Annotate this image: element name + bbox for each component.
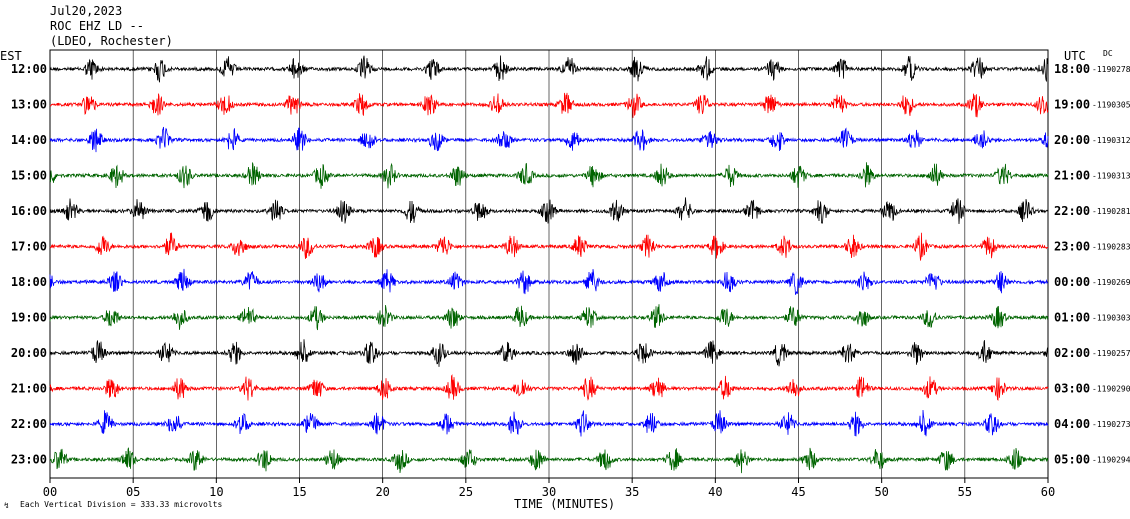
trace-1500 [49,162,1049,189]
header-station: ROC EHZ LD -- [50,19,144,33]
x-tick-label: 40 [708,485,722,499]
utc-hour-label: 05:00 [1054,453,1090,467]
utc-hour-label: 02:00 [1054,346,1090,360]
utc-hour-label: 00:00 [1054,275,1090,289]
est-hour-label: 22:00 [11,417,47,431]
dc-offset-value: -1190278 [1092,65,1130,74]
dc-offset-value: -1190273 [1092,420,1130,429]
est-axis-label: EST [0,49,22,63]
trace-1700 [49,232,1049,261]
x-tick-label: 45 [791,485,805,499]
est-hour-label: 12:00 [11,62,47,76]
trace-1400 [49,126,1049,153]
utc-hour-label: 18:00 [1054,62,1090,76]
utc-axis-label: UTC [1064,49,1086,63]
x-tick-label: 10 [209,485,223,499]
trace-2100 [49,374,1049,401]
dc-offset-value: -1190305 [1092,101,1130,110]
scale-note: Each Vertical Division = 333.33 microvol… [20,500,222,509]
est-hour-labels: 12:00 13:00 14:00 15:00 16:00 17:00 18:00 19:00… [11,62,47,467]
utc-hour-label: 21:00 [1054,169,1090,183]
utc-hour-label: 01:00 [1054,311,1090,325]
trace-1600 [49,197,1049,225]
dc-offset-value: -1190281 [1092,207,1130,216]
dc-offset-value: -1190257 [1092,349,1130,358]
trace-1300 [49,92,1049,118]
dc-offset-value: -1190303 [1092,314,1130,323]
grid-lines [132,50,966,478]
trace-1900 [49,304,1049,331]
trace-1800 [49,268,1049,295]
est-hour-label: 15:00 [11,169,47,183]
utc-hour-label: 03:00 [1054,382,1090,396]
utc-hour-label: 20:00 [1054,133,1090,147]
est-hour-label: 18:00 [11,275,47,289]
est-hour-label: 21:00 [11,382,47,396]
dc-offset-value: -1190290 [1092,385,1130,394]
x-tick-label: 25 [459,485,473,499]
x-tick-label: 05 [126,485,140,499]
dc-offset-value: -1190269 [1092,278,1130,287]
utc-hour-labels: 18:00 19:00 20:00 21:00 22:00 23:00 00:00 01:00… [1054,62,1090,467]
x-tick-label: 55 [958,485,972,499]
seismic-traces [49,55,1049,474]
est-hour-label: 20:00 [11,346,47,360]
x-tick-label: 00 [43,485,57,499]
x-axis-title: TIME (MINUTES) [514,497,615,511]
utc-hour-label: 04:00 [1054,417,1090,431]
dc-offset-value: -1190294 [1092,456,1130,465]
x-tick-label: 35 [625,485,639,499]
x-tick-label: 30 [542,485,556,499]
x-tick-labels: 00 05 10 15 20 25 30 35 40 45 50 55 60 [43,478,1055,499]
est-hour-label: 13:00 [11,98,47,112]
trace-1200 [49,55,1049,83]
trace-2300 [49,447,1049,474]
est-hour-label: 16:00 [11,204,47,218]
dc-offset-value: -1190283 [1092,243,1130,252]
x-tick-label: 50 [874,485,888,499]
dc-offset-value: -1190312 [1092,136,1130,145]
est-hour-label: 23:00 [11,453,47,467]
dc-offset-values: -1190278 -1190305 -1190312 -1190313 -1190281… [1092,65,1130,465]
x-tick-label: 15 [292,485,306,499]
header-date: Jul20,2023 [50,4,122,18]
x-tick-label: 60 [1041,485,1055,499]
trace-2200 [49,409,1049,437]
utc-hour-label: 19:00 [1054,98,1090,112]
est-hour-label: 14:00 [11,133,47,147]
x-tick-label: 20 [375,485,389,499]
utc-hour-label: 22:00 [1054,204,1090,218]
scale-marker-icon: ↯ [4,501,9,510]
utc-hour-label: 23:00 [1054,240,1090,254]
dc-offset-value: -1190313 [1092,172,1130,181]
header-network: (LDEO, Rochester) [50,34,173,48]
dc-label: DC [1103,49,1113,58]
est-hour-label: 17:00 [11,240,47,254]
est-hour-label: 19:00 [11,311,47,325]
trace-2000 [49,339,1049,367]
